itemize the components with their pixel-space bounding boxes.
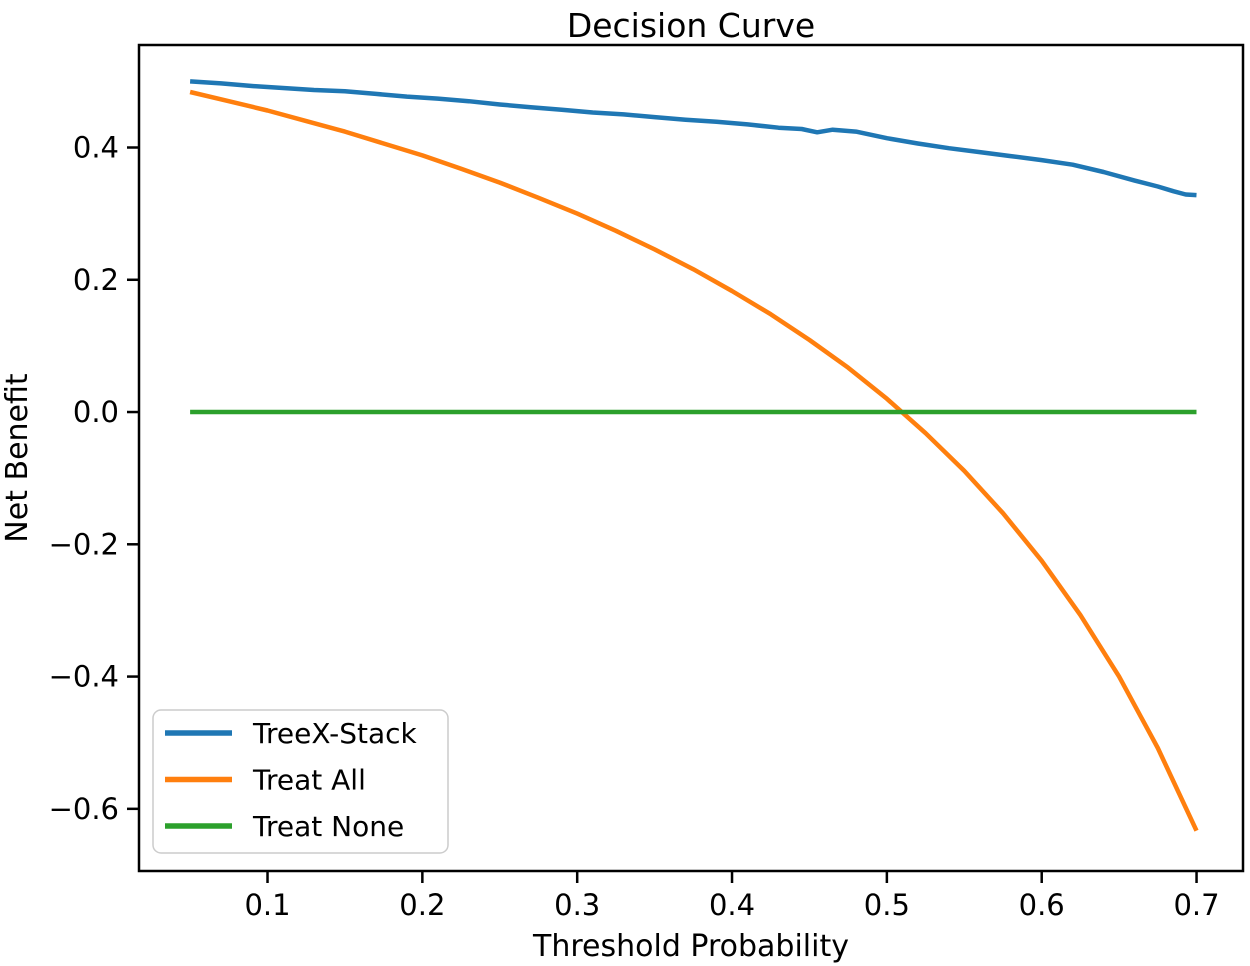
series-line-treat-all [189, 89, 1199, 832]
axes-layer: 0.1 0.2 0.3 0.4 0.5 0.6 0.7 0.4 0.2 0.0 −0.2 −0.4 −0… [49, 43, 1245, 922]
x-axis-label: Threshold Probability [532, 929, 849, 964]
legend-label: TreeX-Stack [252, 717, 418, 750]
x-tick-label: 0.3 [554, 888, 600, 922]
x-tick-label: 0.5 [864, 888, 910, 922]
chart-title: Decision Curve [567, 6, 815, 45]
series-line-treex-stack [189, 79, 1197, 198]
y-tick-label: 0.4 [73, 131, 119, 165]
y-tick-label: −0.6 [49, 792, 119, 826]
axes-spines [137, 43, 1245, 873]
legend-label: Treat None [252, 810, 404, 843]
chart-legend: TreeX-Stack Treat All Treat None [152, 709, 449, 854]
y-tick-label: −0.2 [49, 527, 119, 561]
x-tick-label: 0.4 [709, 888, 755, 922]
x-tick-label: 0.7 [1173, 888, 1219, 922]
legend-label: Treat All [252, 764, 366, 797]
y-tick-label: 0.2 [73, 263, 119, 297]
x-tick-label: 0.1 [244, 888, 290, 922]
y-tick-label: −0.4 [49, 660, 119, 694]
x-tick-label: 0.2 [399, 888, 445, 922]
y-tick-label: 0.0 [73, 395, 119, 429]
x-tick-label: 0.6 [1019, 888, 1065, 922]
series-layer [189, 79, 1199, 832]
legend-box [152, 709, 449, 854]
y-axis-label: Net Benefit [0, 373, 35, 543]
